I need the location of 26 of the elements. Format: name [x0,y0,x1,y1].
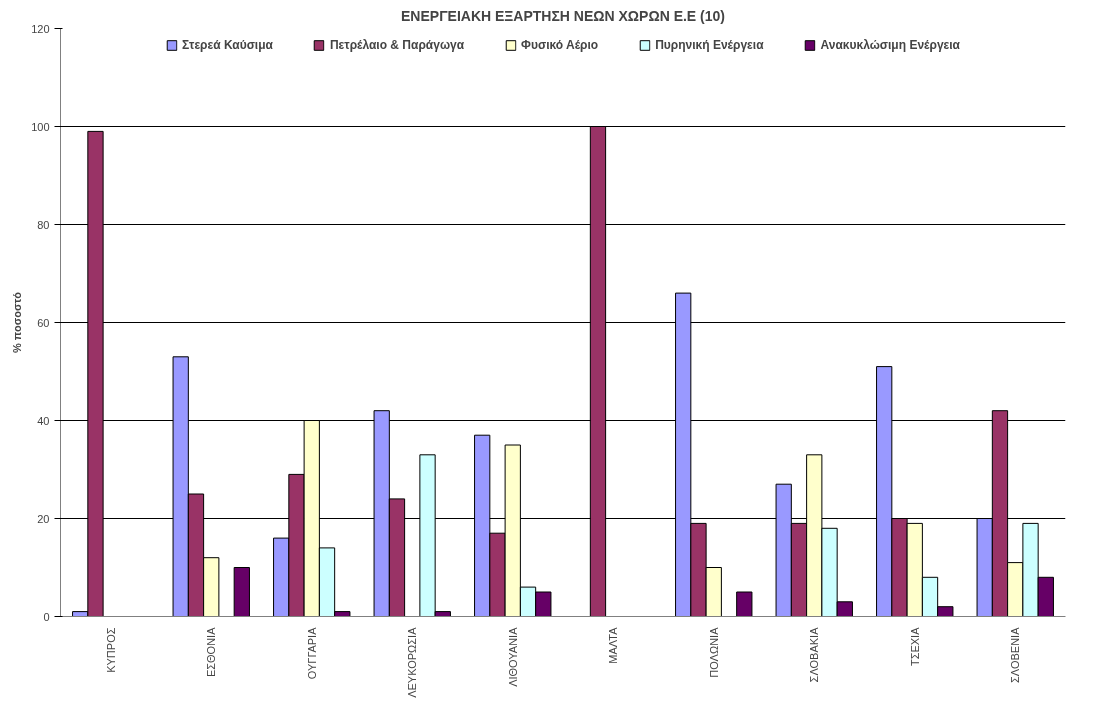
x-tick-label: ΤΣΕΧΙΑ [908,626,921,667]
legend-label: Ανακυκλώσιμη Ενέργεια [820,38,960,52]
y-tick-label: 100 [31,120,50,133]
x-tick-label: ΠΟΛΩΝΙΑ [707,626,720,678]
bar [736,591,753,617]
legend-label: Πετρέλαιο & Παράγωγα [329,38,465,52]
y-tick-label: 120 [31,22,50,35]
x-tick-label: ΛΙΘΟΥΑΝΙΑ [506,626,519,687]
legend-label: Φυσικό Αέριο [521,38,599,52]
legend-label: Στερεά Καύσιμα [182,38,273,52]
x-tick-label: ΟΥΓΓΑΡΙΑ [305,626,318,680]
x-tick-label: ΕΣΘΟΝΙΑ [205,626,218,678]
y-tick-label: 60 [37,316,50,329]
y-tick-label: 20 [37,512,50,525]
x-tick-label: ΣΛΟΒΑΚΙΑ [808,626,821,683]
chart-title: ΕΝΕΡΓΕΙΑΚΗ ΕΞΑΡΤΗΣΗ ΝΕΩΝ ΧΩΡΩΝ Ε.Ε (10) [401,7,725,24]
x-tick-label: ΛΕΥΚΟΡΩΣΙΑ [406,626,419,698]
y-tick-label: 80 [37,218,50,231]
x-tick-label: ΚΥΠΡΟΣ [104,627,117,673]
legend-label: Πυρηνική Ενέργεια [655,38,764,52]
y-tick-label: 0 [43,610,50,623]
x-tick-label: ΣΛΟΒΕΝΙΑ [1009,626,1022,683]
bar [233,567,250,617]
y-tick-label: 40 [37,414,50,427]
y-axis-title: % ποσοστό [11,291,24,354]
x-tick-label: ΜΑΛΤΑ [607,626,620,664]
